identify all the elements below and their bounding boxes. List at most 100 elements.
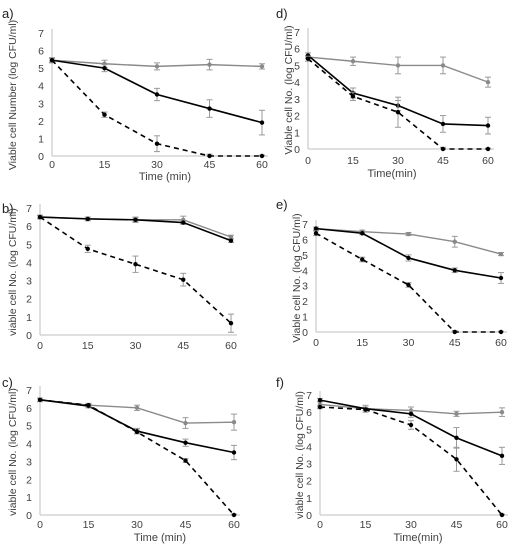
data-point <box>499 409 505 415</box>
data-point <box>85 246 90 252</box>
y-tick-label: 7 <box>294 27 300 39</box>
data-point <box>498 251 504 257</box>
x-axis-title: Time(min) <box>393 532 442 544</box>
y-tick-label: 0 <box>302 327 308 339</box>
y-tick-label: 2 <box>294 111 300 123</box>
x-tick-label: 0 <box>313 337 319 349</box>
data-point <box>259 120 265 125</box>
x-tick-label: 15 <box>360 519 372 531</box>
y-tick-label: 5 <box>302 250 308 262</box>
x-tick-label: 30 <box>405 519 417 531</box>
y-tick-label: 5 <box>26 239 32 251</box>
data-point <box>350 94 356 99</box>
data-point <box>452 329 457 335</box>
data-point <box>454 411 459 417</box>
data-point <box>102 112 107 117</box>
panel-label: f) <box>276 375 284 390</box>
panel-label: d) <box>276 6 288 21</box>
series-group <box>313 230 504 335</box>
series-line <box>39 216 232 324</box>
series-group <box>37 397 237 518</box>
x-tick-label: 60 <box>256 159 268 171</box>
data-point <box>454 435 459 441</box>
data-point <box>37 214 43 220</box>
panel-label: a) <box>2 6 14 21</box>
data-point <box>85 216 90 222</box>
y-tick-label: 1 <box>26 492 32 504</box>
y-tick-label: 4 <box>26 439 32 451</box>
data-point <box>183 440 188 445</box>
data-point <box>406 282 411 288</box>
x-tick-label: 15 <box>82 340 94 352</box>
panel-label: c) <box>2 375 13 390</box>
data-point <box>231 512 237 518</box>
data-point <box>231 450 237 455</box>
data-point <box>305 56 311 61</box>
data-point <box>498 275 504 281</box>
data-point <box>360 231 365 236</box>
series-line <box>39 399 235 516</box>
data-point <box>207 62 212 67</box>
series-group <box>49 57 265 159</box>
y-tick-label: 0 <box>26 510 32 522</box>
panel-label: e) <box>276 197 288 212</box>
y-axis-title: Viable cell Number (log CFU/ml) <box>7 20 19 170</box>
data-point <box>228 321 234 326</box>
data-point <box>102 65 107 71</box>
data-point <box>360 257 365 262</box>
x-tick-label: 0 <box>305 155 311 167</box>
x-tick-label: 45 <box>449 337 461 349</box>
y-tick-label: 7 <box>306 390 312 402</box>
x-tick-label: 45 <box>451 519 463 531</box>
y-tick-label: 6 <box>302 234 308 246</box>
y-tick-label: 2 <box>26 294 32 306</box>
y-tick-label: 3 <box>294 94 300 106</box>
x-tick-label: 30 <box>130 340 142 352</box>
y-tick-label: 5 <box>26 421 32 433</box>
series-group <box>313 226 504 284</box>
data-point <box>313 226 319 231</box>
data-point <box>485 79 491 85</box>
x-tick-label: 60 <box>482 155 494 167</box>
x-tick-label: 30 <box>392 155 404 167</box>
data-point <box>133 217 138 222</box>
x-tick-label: 60 <box>228 519 240 531</box>
y-tick-label: 6 <box>38 46 44 58</box>
data-point <box>406 255 411 261</box>
y-tick-label: 6 <box>294 44 300 56</box>
data-point <box>183 458 188 463</box>
x-tick-label: 30 <box>403 337 415 349</box>
data-point <box>408 411 414 417</box>
x-tick-label: 15 <box>356 337 368 349</box>
y-tick-label: 3 <box>302 281 308 293</box>
y-tick-label: 7 <box>302 219 308 231</box>
x-tick-label: 60 <box>496 519 508 531</box>
y-tick-label: 2 <box>306 476 312 488</box>
x-tick-label: 0 <box>37 519 43 531</box>
x-tick-label: 0 <box>49 159 55 171</box>
y-tick-label: 1 <box>306 493 312 505</box>
data-point <box>499 453 505 459</box>
data-point <box>440 146 446 152</box>
y-tick-label: 6 <box>26 403 32 415</box>
x-axis-title: Time (min) <box>134 532 186 544</box>
y-tick-label: 5 <box>306 424 312 436</box>
data-point <box>317 404 323 410</box>
y-tick-label: 6 <box>26 221 32 233</box>
series-group <box>317 404 505 518</box>
y-tick-label: 5 <box>294 60 300 72</box>
y-tick-label: 5 <box>38 63 44 75</box>
data-point <box>259 64 265 69</box>
series-group <box>49 57 265 71</box>
data-point <box>49 58 55 63</box>
x-tick-label: 30 <box>131 519 143 531</box>
data-point <box>406 231 411 237</box>
data-point <box>363 407 368 412</box>
y-tick-label: 0 <box>294 144 300 156</box>
data-point <box>317 397 323 403</box>
data-point <box>133 262 138 267</box>
